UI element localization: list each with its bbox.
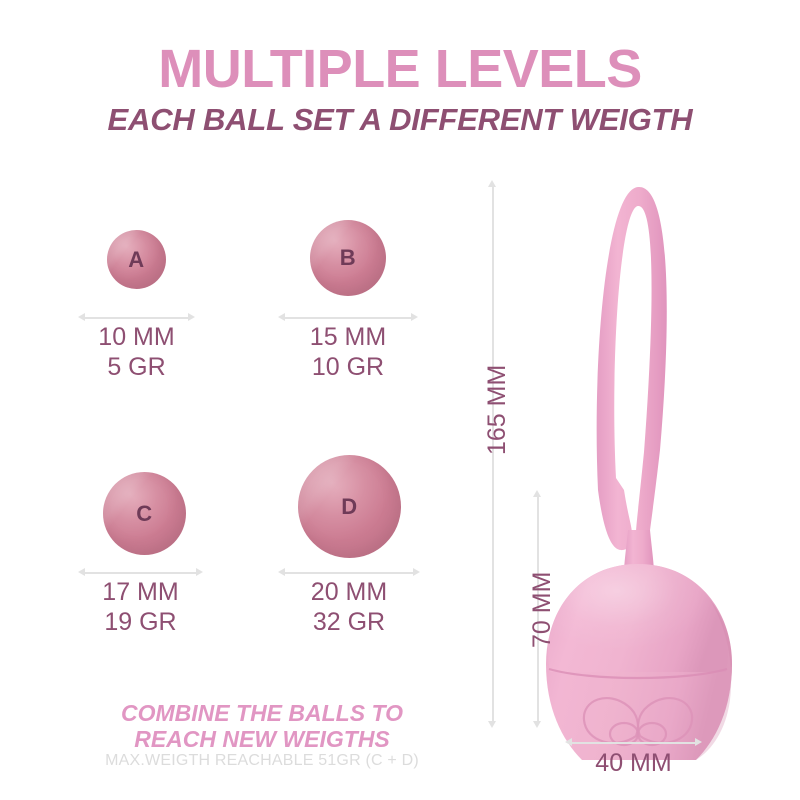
ball-c-diameter-label: 17 MM [102,578,179,606]
ball-a: A [107,230,166,289]
ball-c-weight-label: 19 GR [104,608,177,636]
dimension-bar [536,496,539,722]
ball-spec-c: C 17 MM 19 GR [78,472,203,636]
ball-b: B [310,220,386,296]
arrowhead-left [565,738,572,746]
ball-d-diameter-label: 20 MM [310,578,388,606]
product-illustration [520,160,780,760]
arrowhead-left [78,313,85,321]
ball-a-weight-label: 5 GR [107,353,166,381]
ball-spec-b: B 15 MM 10 GR [278,220,418,381]
arrowhead-left [278,568,285,576]
product-seam-line [548,667,728,680]
arrowhead-down [488,721,496,728]
ball-b-weight-label: 10 GR [311,353,385,381]
dimension-bar [84,317,189,319]
ball-c-dimension-arrow [78,568,203,577]
arrowhead-left [78,568,85,576]
ball-d-letter: D [341,493,358,519]
arrowhead-right [188,313,195,321]
ball-d-weight-label: 32 GR [312,608,386,636]
ball-c-letter: C [136,500,153,526]
ball-a-dimension-arrow [78,313,195,322]
dimension-bar [284,317,412,319]
arrowhead-down [533,721,541,728]
ball-spec-d: D 20 MM 32 GR [278,455,420,636]
body-width-dimension-line [565,738,702,747]
dimension-bar [84,572,197,574]
ball-b-dimension-arrow [278,313,418,322]
max-weight-note: MAX.WEIGTH REACHABLE 51GR (C + D) [105,752,419,769]
ball-c: C [103,472,186,555]
butterfly-emblem-icon [582,696,694,747]
ball-d-dimension-arrow [278,568,420,577]
product-svg [546,186,732,760]
ball-b-letter: B [339,245,357,270]
ball-b-diameter-label: 15 MM [309,323,387,351]
dimension-bar [284,572,414,574]
arrowhead-right [411,313,418,321]
ball-d: D [298,455,401,558]
body-length-label: 70 MM [528,571,556,648]
arrowhead-right [413,568,420,576]
total-length-label: 165 MM [483,364,511,455]
ball-a-letter: A [128,246,145,272]
page-title: MULTIPLE LEVELS [158,39,642,99]
ball-spec-a: A 10 MM 5 GR [78,230,195,381]
combine-line-2: REACH NEW WEIGTHS [134,726,390,752]
body-length-dimension-line [533,490,542,728]
ball-a-diameter-label: 10 MM [98,323,175,351]
arrowhead-left [278,313,285,321]
arrowhead-right [196,568,203,576]
dimension-bar [571,742,696,744]
total-length-dimension-line [488,180,497,728]
arrowhead-up [488,180,496,187]
arrowhead-up [533,490,541,497]
dimension-bar [491,186,494,722]
page-subtitle: EACH BALL SET A DIFFERENT WEIGTH [107,102,693,137]
retrieval-loop [596,186,667,552]
combine-callout: COMBINE THE BALLS TO REACH NEW WEIGTHS [78,700,446,752]
product-stem [624,530,654,574]
body-width-label: 40 MM [595,749,672,777]
combine-line-1: COMBINE THE BALLS TO [121,700,403,726]
arrowhead-right [695,738,702,746]
